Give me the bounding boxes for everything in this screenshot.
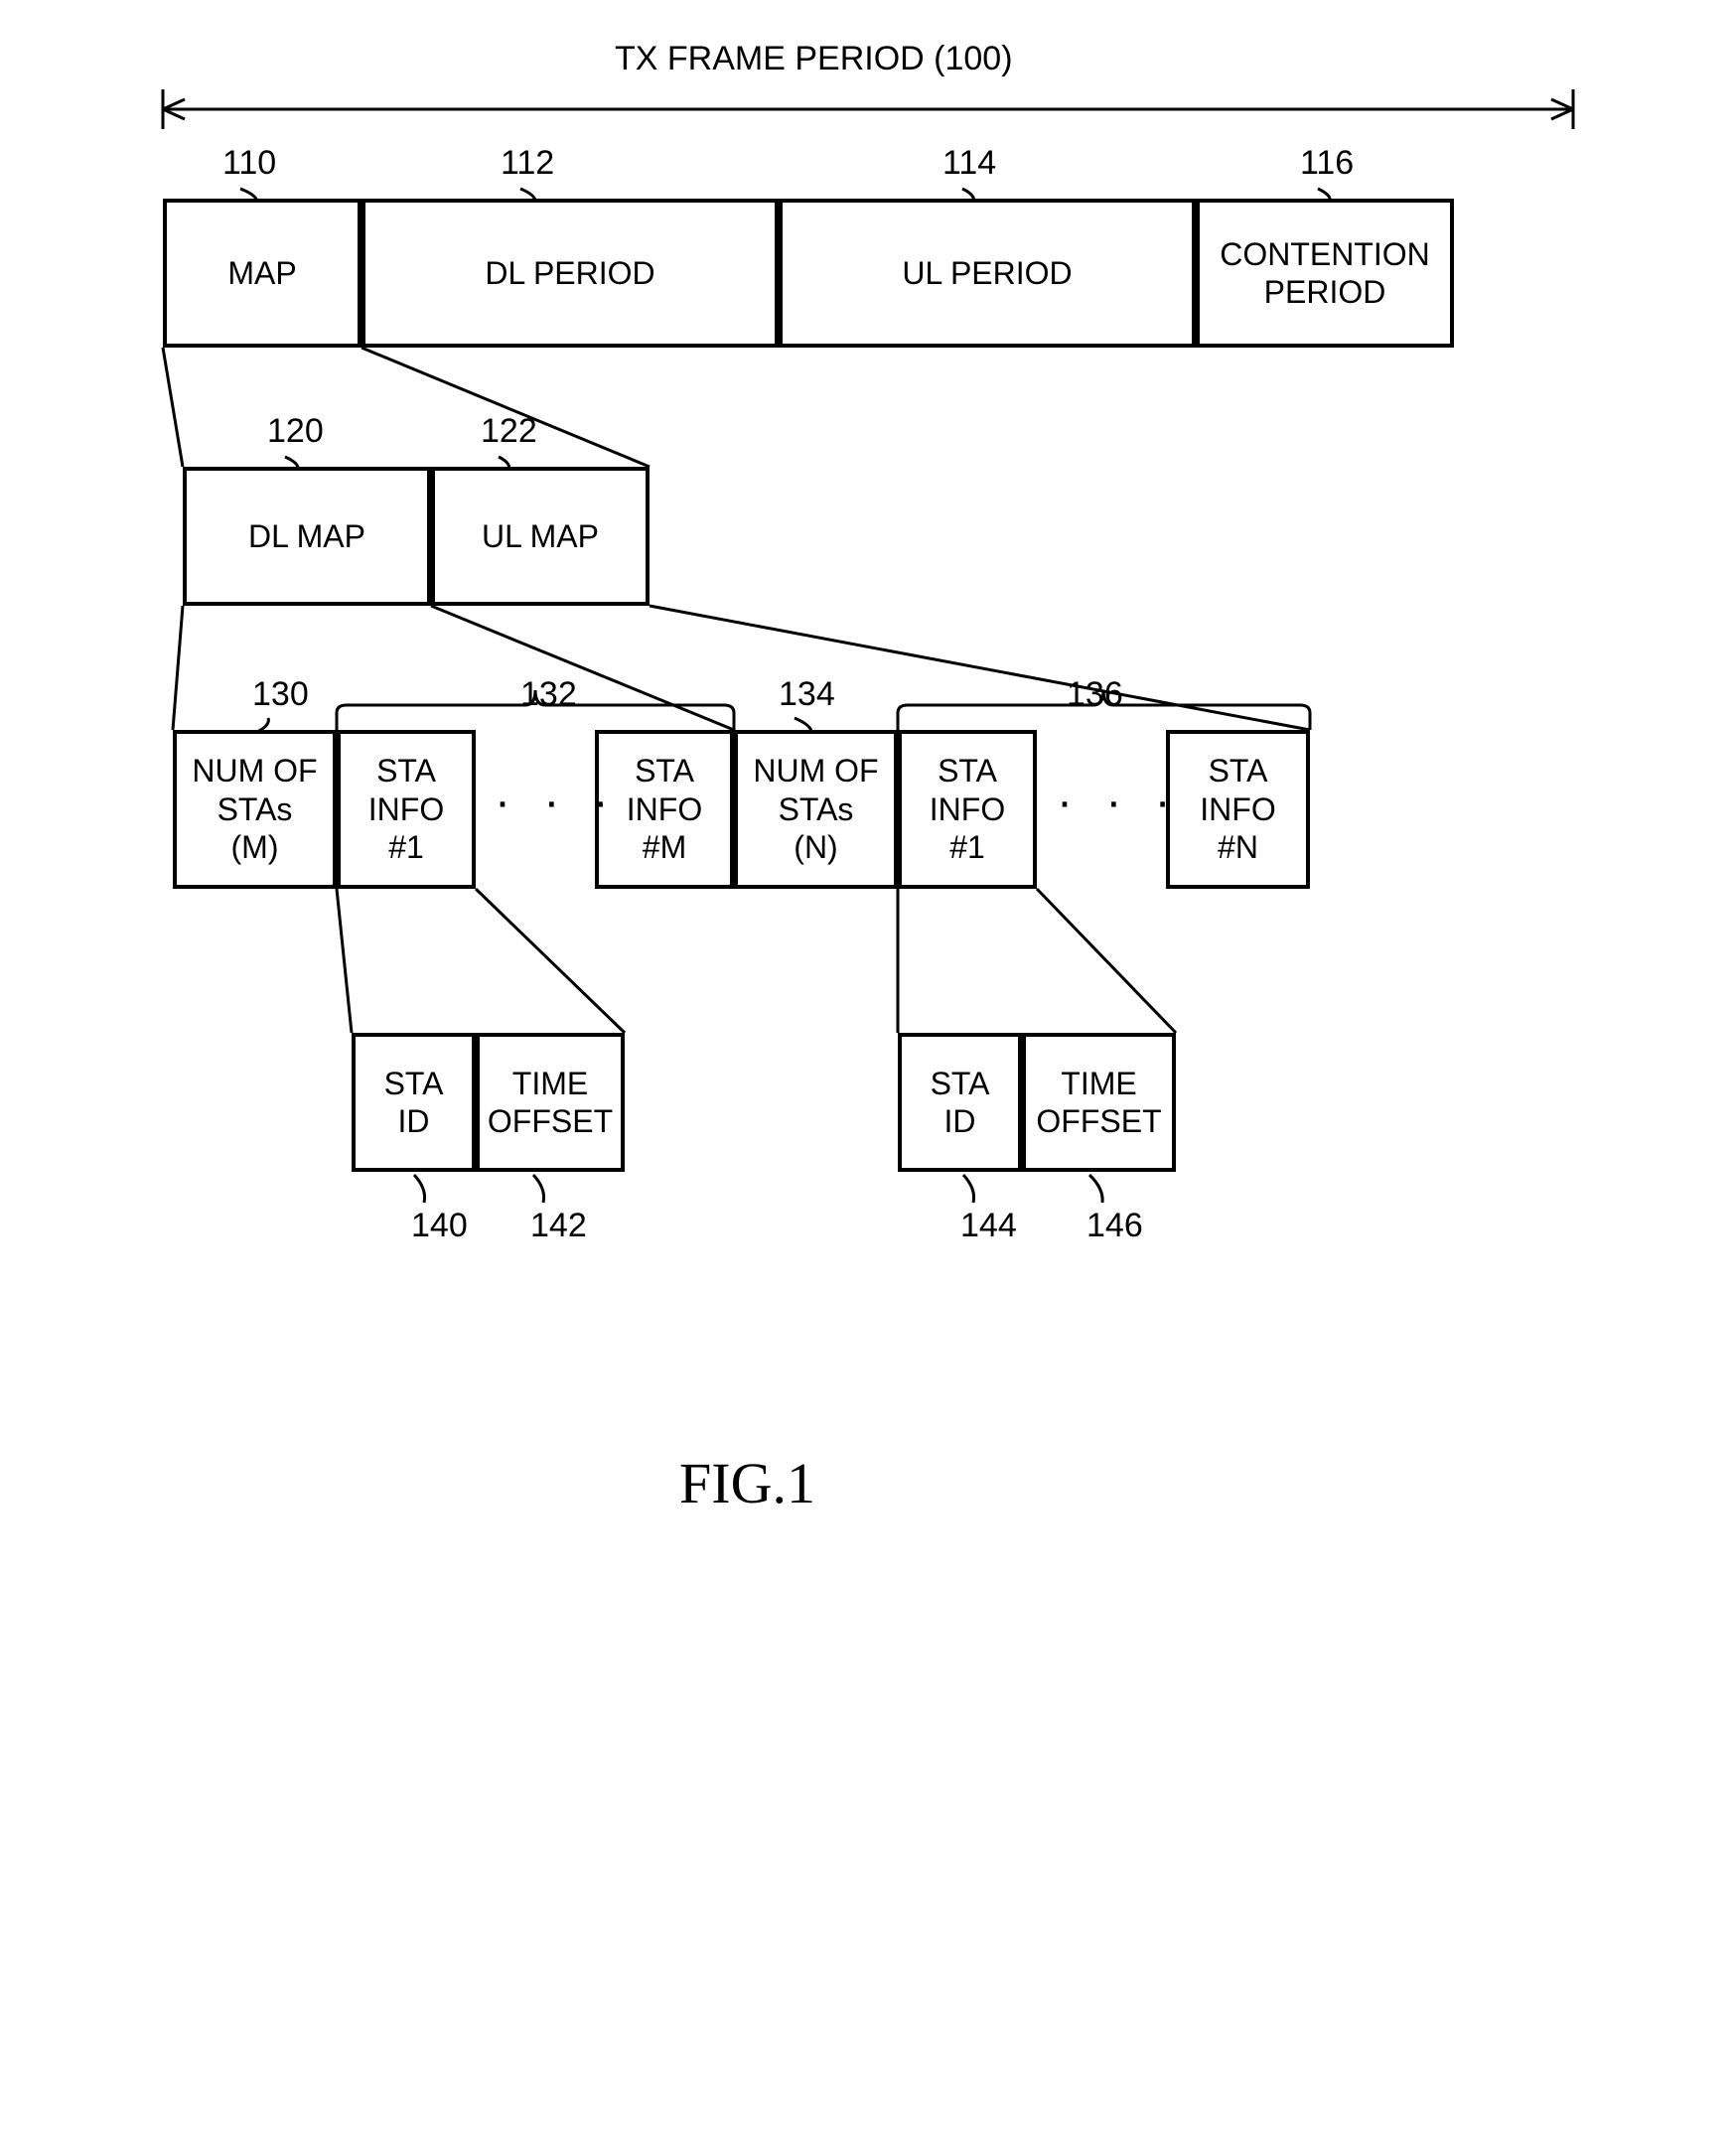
ellipsis-dots: · · · [495, 775, 619, 829]
ref-label: 134 [779, 675, 835, 714]
sta-box: STA INFO #N [1166, 730, 1310, 889]
diagram-canvas: TX FRAME PERIOD (100) FIG.1 MAP 110 DL PER… [123, 40, 1613, 1827]
map-box: DL MAP [183, 467, 431, 606]
field-box: TIME OFFSET [476, 1033, 625, 1172]
figure-caption: FIG.1 [679, 1450, 815, 1516]
ref-label: 130 [252, 675, 309, 714]
ref-label: 122 [481, 412, 537, 451]
frame-title: TX FRAME PERIOD (100) [615, 40, 1013, 78]
field-box: TIME OFFSET [1022, 1033, 1176, 1172]
ref-label: 116 [1300, 144, 1354, 183]
field-box: STA ID [352, 1033, 476, 1172]
ref-label: 140 [411, 1207, 468, 1245]
sta-box: STA INFO #1 [898, 730, 1037, 889]
ref-label: 112 [501, 144, 554, 183]
sta-box: NUM OF STAs (N) [734, 730, 898, 889]
sta-box: NUM OF STAs (M) [173, 730, 337, 889]
frame-box: CONTENTION PERIOD [1196, 199, 1454, 348]
ref-label: 146 [1086, 1207, 1143, 1245]
ellipsis-dots: · · · [1057, 775, 1181, 829]
frame-box: DL PERIOD [362, 199, 779, 348]
ref-label: 114 [942, 144, 996, 183]
ref-label: 144 [960, 1207, 1017, 1245]
ref-label: 132 [520, 675, 577, 714]
frame-box: UL PERIOD [779, 199, 1196, 348]
ref-label: 120 [267, 412, 324, 451]
ref-label: 136 [1067, 675, 1123, 714]
ref-label: 110 [222, 144, 276, 183]
ref-label: 142 [530, 1207, 587, 1245]
sta-box: STA INFO #1 [337, 730, 476, 889]
map-box: UL MAP [431, 467, 650, 606]
frame-box: MAP [163, 199, 362, 348]
field-box: STA ID [898, 1033, 1022, 1172]
